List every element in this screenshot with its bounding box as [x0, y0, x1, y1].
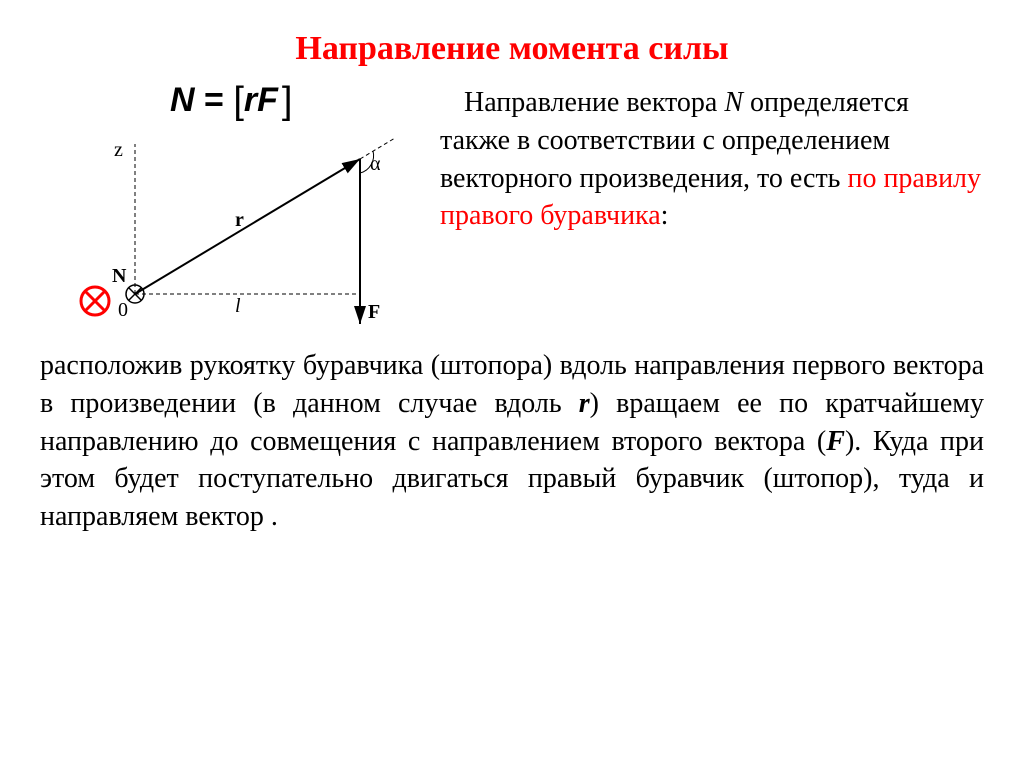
label-z: z [114, 139, 123, 162]
body-r: r [579, 388, 590, 419]
top-row: N = [rF] [40, 78, 984, 329]
formula-rF: rF [244, 81, 278, 119]
intro-N: N [724, 87, 743, 118]
formula-lbracket: [ [233, 80, 244, 122]
formula-N: N [170, 81, 195, 119]
label-alpha: α [370, 153, 380, 176]
formula: N = [rF] [170, 78, 420, 121]
vector-diagram: z r α N 0 l F [40, 129, 400, 329]
intro-colon: : [661, 200, 669, 231]
label-N: N [112, 265, 126, 288]
body-F: F [826, 426, 845, 457]
label-F: F [368, 301, 380, 324]
label-l: l [235, 295, 241, 318]
body-text: расположив рукоятку буравчика (штопора) … [40, 347, 984, 536]
intro-text: Направление вектора N определяется также… [440, 78, 984, 235]
left-column: N = [rF] [40, 78, 420, 329]
formula-rbracket: ] [282, 80, 293, 122]
intro-part1: Направление вектора [464, 87, 724, 118]
label-zero: 0 [118, 299, 128, 322]
formula-eq: = [195, 81, 234, 119]
label-r: r [235, 209, 244, 232]
page-title: Направление момента силы [40, 30, 984, 68]
